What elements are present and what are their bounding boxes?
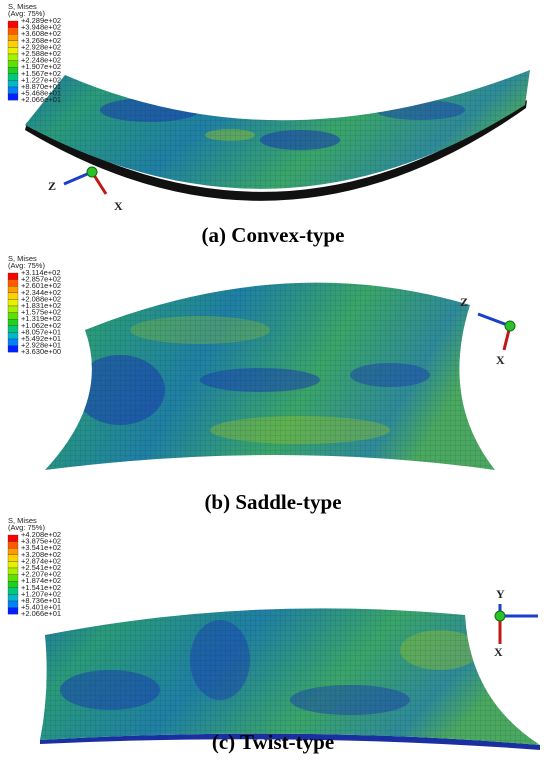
legend-band [8,535,18,542]
legend-band [8,280,18,287]
axis-label: X [114,199,123,213]
legend-band [8,94,18,101]
legend-band [8,339,18,346]
triad-origin [505,321,515,331]
triad-origin [87,167,97,177]
legend-band [8,87,18,94]
caption: (c) Twist-type [212,730,334,754]
legend-label: +3.630e+00 [21,347,61,356]
figure: S, Mises(Avg: 75%)+4.289e+02+3.948e+02+3… [0,0,546,766]
axis-label: X [494,645,503,659]
legend-band [8,313,18,320]
twist-shell [35,590,545,750]
legend-band [8,588,18,595]
legend-band [8,47,18,54]
legend-band [8,346,18,353]
saddle-shell [40,250,500,480]
legend-band [8,548,18,555]
legend-band [8,326,18,333]
axis-label: Z [48,179,56,193]
legend-band [8,286,18,293]
legend-band [8,568,18,575]
legend-band [8,61,18,68]
legend-label: +2.066e+01 [21,609,61,618]
triad-origin [495,611,505,621]
legend-band [8,306,18,313]
legend-band [8,601,18,608]
legend-band [8,41,18,48]
legend-band [8,555,18,562]
caption: (b) Saddle-type [204,490,341,514]
legend-band [8,21,18,28]
legend-band [8,299,18,306]
axis-label: Y [496,587,505,601]
legend-band [8,594,18,601]
axis-label: X [496,353,505,367]
legend-band [8,332,18,339]
legend-band [8,542,18,549]
legend-band [8,581,18,588]
legend-band [8,293,18,300]
legend-band [8,74,18,81]
legend-band [8,28,18,35]
legend-band [8,67,18,74]
legend-band [8,319,18,326]
legend-band [8,273,18,280]
legend-band [8,34,18,41]
legend-label: +2.066e+01 [21,95,61,104]
legend-band [8,54,18,61]
legend-band [8,575,18,582]
caption: (a) Convex-type [202,223,345,247]
legend-band [8,561,18,568]
legend-band [8,608,18,615]
axis-label: Z [460,295,468,309]
legend-band [8,80,18,87]
